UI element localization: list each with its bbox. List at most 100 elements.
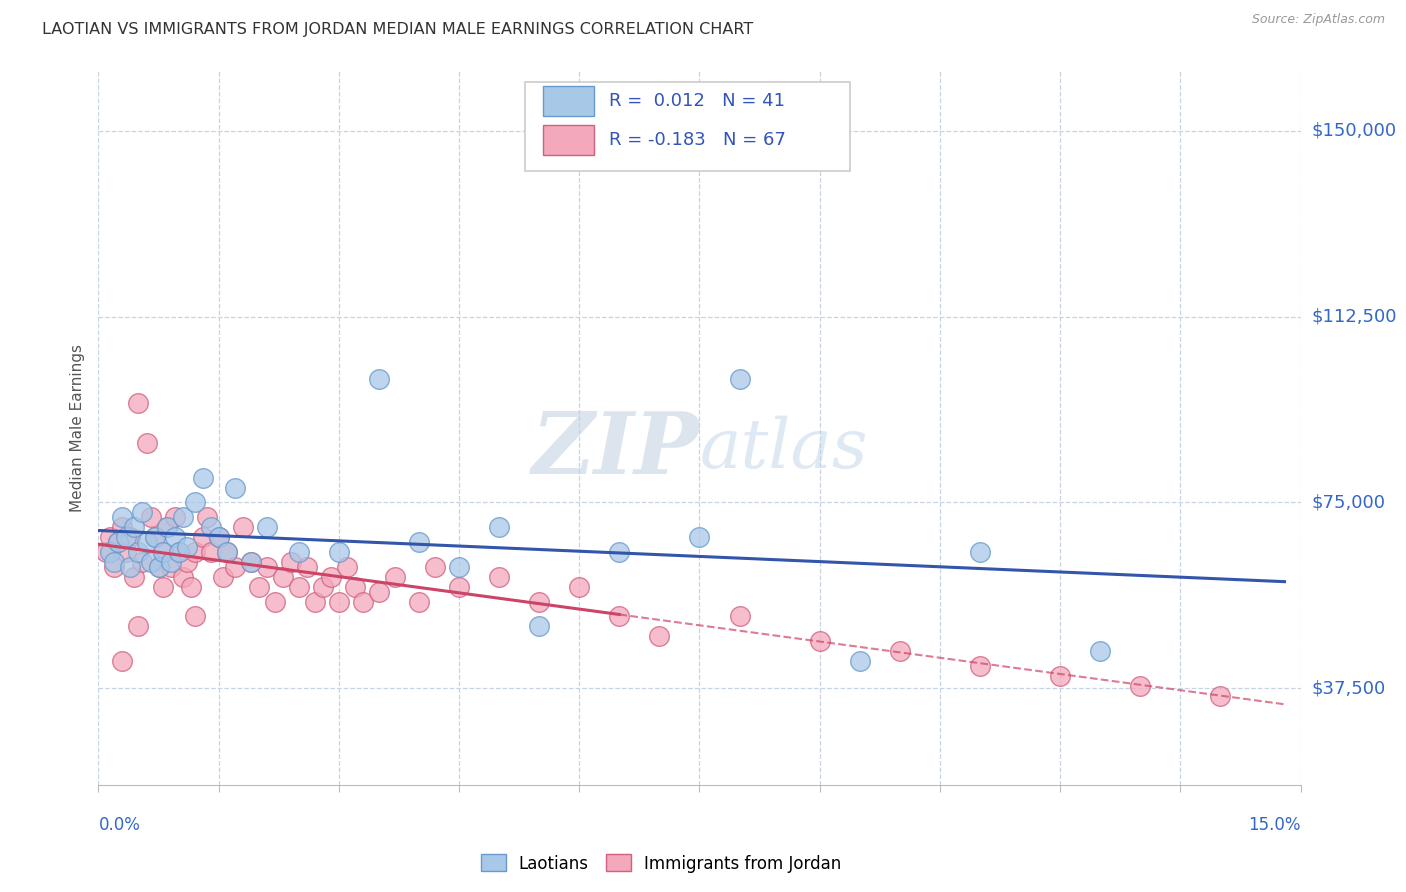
Point bbox=[195, 510, 218, 524]
Point bbox=[609, 545, 631, 559]
Point bbox=[728, 371, 751, 385]
Point bbox=[167, 545, 190, 559]
Point bbox=[152, 545, 174, 559]
Point bbox=[159, 560, 181, 574]
Point bbox=[224, 481, 246, 495]
Point bbox=[256, 560, 278, 574]
Point bbox=[131, 555, 153, 569]
Point bbox=[368, 584, 391, 599]
Point bbox=[107, 535, 129, 549]
Point bbox=[124, 570, 146, 584]
Point bbox=[343, 580, 366, 594]
Point bbox=[176, 540, 198, 554]
Point bbox=[408, 594, 430, 608]
Point bbox=[889, 644, 911, 658]
Point bbox=[488, 570, 510, 584]
Text: LAOTIAN VS IMMIGRANTS FROM JORDAN MEDIAN MALE EARNINGS CORRELATION CHART: LAOTIAN VS IMMIGRANTS FROM JORDAN MEDIAN… bbox=[42, 22, 754, 37]
Point bbox=[808, 634, 831, 648]
Point bbox=[247, 580, 270, 594]
Point bbox=[609, 609, 631, 624]
Point bbox=[163, 530, 186, 544]
Point bbox=[688, 530, 710, 544]
Point bbox=[849, 654, 872, 668]
Point bbox=[208, 530, 231, 544]
Point bbox=[163, 510, 186, 524]
Point bbox=[208, 530, 231, 544]
Point bbox=[328, 594, 350, 608]
Point bbox=[167, 545, 190, 559]
Point bbox=[239, 555, 262, 569]
Point bbox=[969, 659, 991, 673]
Point bbox=[1088, 644, 1111, 658]
Point bbox=[304, 594, 326, 608]
Point bbox=[128, 545, 150, 559]
Point bbox=[447, 560, 470, 574]
Point bbox=[728, 609, 751, 624]
Text: R = -0.183   N = 67: R = -0.183 N = 67 bbox=[609, 131, 786, 149]
Point bbox=[568, 580, 591, 594]
Point bbox=[287, 580, 309, 594]
Point bbox=[111, 654, 134, 668]
Point bbox=[319, 570, 342, 584]
Point bbox=[312, 580, 335, 594]
Point bbox=[103, 560, 125, 574]
Point bbox=[215, 545, 238, 559]
Point bbox=[648, 629, 671, 643]
Point bbox=[239, 555, 262, 569]
Point bbox=[155, 520, 177, 534]
Point bbox=[172, 510, 194, 524]
Point bbox=[172, 570, 194, 584]
Y-axis label: Median Male Earnings: Median Male Earnings bbox=[70, 344, 86, 512]
Point bbox=[120, 560, 142, 574]
Text: ZIP: ZIP bbox=[531, 408, 699, 491]
Point bbox=[111, 520, 134, 534]
Point bbox=[100, 545, 122, 559]
Point bbox=[176, 555, 198, 569]
Point bbox=[263, 594, 285, 608]
Text: 0.0%: 0.0% bbox=[98, 815, 141, 833]
Point bbox=[120, 530, 142, 544]
Point bbox=[155, 520, 177, 534]
Point bbox=[336, 560, 359, 574]
Point bbox=[148, 560, 170, 574]
Point bbox=[135, 535, 157, 549]
Point bbox=[139, 510, 162, 524]
Point bbox=[200, 520, 222, 534]
Text: Source: ZipAtlas.com: Source: ZipAtlas.com bbox=[1251, 13, 1385, 27]
Point bbox=[423, 560, 446, 574]
Point bbox=[143, 530, 166, 544]
Point bbox=[1209, 689, 1232, 703]
Point bbox=[352, 594, 374, 608]
Point bbox=[211, 570, 233, 584]
Point bbox=[103, 555, 125, 569]
Point bbox=[111, 510, 134, 524]
Point bbox=[152, 580, 174, 594]
Point bbox=[529, 619, 551, 633]
Point bbox=[124, 520, 146, 534]
Point bbox=[1129, 679, 1152, 693]
Point bbox=[139, 555, 162, 569]
Point bbox=[529, 594, 551, 608]
Text: $75,000: $75,000 bbox=[1312, 493, 1386, 511]
Point bbox=[131, 505, 153, 519]
Point bbox=[148, 560, 170, 574]
Point bbox=[96, 545, 118, 559]
Point bbox=[107, 535, 129, 549]
Point bbox=[1049, 669, 1071, 683]
Point bbox=[232, 520, 254, 534]
Point bbox=[180, 580, 202, 594]
Point bbox=[152, 545, 174, 559]
Legend: Laotians, Immigrants from Jordan: Laotians, Immigrants from Jordan bbox=[474, 847, 848, 880]
Point bbox=[969, 545, 991, 559]
Point bbox=[183, 545, 205, 559]
Point bbox=[128, 396, 150, 410]
Point bbox=[200, 545, 222, 559]
Point bbox=[191, 530, 214, 544]
FancyBboxPatch shape bbox=[543, 87, 593, 116]
Point bbox=[191, 471, 214, 485]
Text: R =  0.012   N = 41: R = 0.012 N = 41 bbox=[609, 93, 786, 111]
FancyBboxPatch shape bbox=[543, 125, 593, 155]
Text: 15.0%: 15.0% bbox=[1249, 815, 1301, 833]
Point bbox=[408, 535, 430, 549]
Point bbox=[183, 495, 205, 509]
